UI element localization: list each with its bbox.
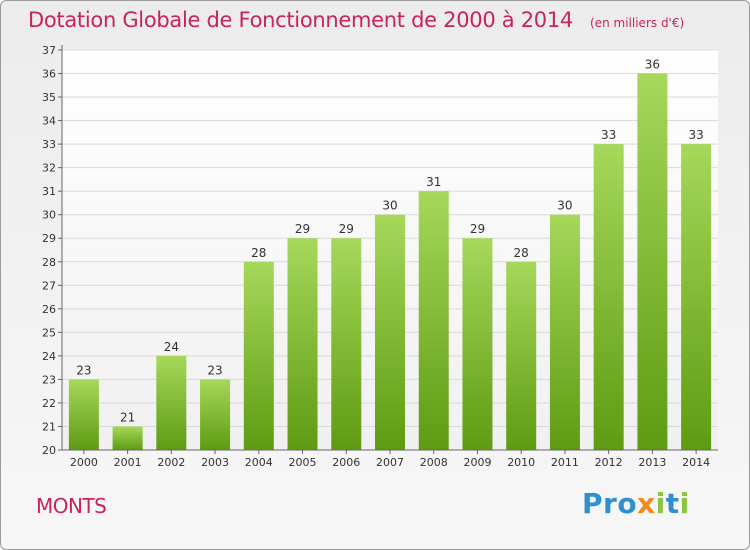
bar bbox=[200, 379, 231, 450]
y-tick-label: 22 bbox=[42, 397, 56, 410]
proxiti-logo: Proxiti bbox=[582, 487, 690, 520]
data-label: 21 bbox=[120, 410, 135, 424]
x-tick-label: 2000 bbox=[70, 456, 98, 469]
chart-subtitle: (en milliers d'€) bbox=[590, 16, 685, 30]
y-tick-label: 26 bbox=[42, 303, 56, 316]
y-tick-label: 24 bbox=[42, 350, 56, 363]
logo-letter: x bbox=[637, 487, 656, 520]
logo-letter: P bbox=[582, 487, 604, 520]
data-label: 23 bbox=[76, 363, 91, 377]
y-tick-label: 25 bbox=[42, 326, 56, 339]
bar bbox=[287, 238, 318, 450]
bar bbox=[637, 73, 668, 450]
x-tick-label: 2005 bbox=[289, 456, 317, 469]
x-tick-label: 2011 bbox=[551, 456, 579, 469]
y-tick-label: 27 bbox=[42, 279, 56, 292]
x-tick-label: 2009 bbox=[463, 456, 491, 469]
logo-letter: o bbox=[617, 487, 638, 520]
y-tick-label: 21 bbox=[42, 420, 56, 433]
x-tick-label: 2008 bbox=[420, 456, 448, 469]
bar bbox=[156, 355, 187, 450]
logo-letter: i bbox=[655, 487, 666, 520]
y-tick-label: 32 bbox=[42, 162, 56, 175]
x-tick-label: 2003 bbox=[201, 456, 229, 469]
y-tick-label: 20 bbox=[42, 444, 56, 457]
bar bbox=[462, 238, 493, 450]
x-tick-label: 2006 bbox=[332, 456, 360, 469]
data-label: 33 bbox=[601, 128, 616, 142]
bar bbox=[331, 238, 362, 450]
y-tick-label: 34 bbox=[42, 115, 56, 128]
logo-letter: r bbox=[603, 487, 618, 520]
bar bbox=[681, 144, 712, 450]
data-label: 31 bbox=[426, 175, 441, 189]
bar bbox=[418, 191, 449, 451]
data-label: 29 bbox=[470, 222, 485, 236]
chart-title-line: Dotation Globale de Fonctionnement de 20… bbox=[28, 8, 684, 32]
y-tick-label: 35 bbox=[42, 91, 56, 104]
data-label: 28 bbox=[251, 246, 266, 260]
x-tick-label: 2001 bbox=[114, 456, 142, 469]
data-label: 36 bbox=[645, 58, 660, 72]
x-tick-label: 2013 bbox=[638, 456, 666, 469]
y-tick-label: 28 bbox=[42, 256, 56, 269]
data-label: 29 bbox=[295, 222, 310, 236]
data-label: 30 bbox=[382, 199, 397, 213]
logo-letter: i bbox=[679, 487, 690, 520]
y-tick-label: 31 bbox=[42, 185, 56, 198]
x-tick-label: 2012 bbox=[595, 456, 623, 469]
data-label: 29 bbox=[339, 222, 354, 236]
y-tick-label: 23 bbox=[42, 373, 56, 386]
x-tick-label: 2002 bbox=[157, 456, 185, 469]
y-tick-label: 33 bbox=[42, 138, 56, 151]
y-tick-label: 37 bbox=[42, 44, 56, 57]
bar bbox=[243, 261, 274, 450]
y-tick-label: 30 bbox=[42, 209, 56, 222]
y-tick-label: 29 bbox=[42, 232, 56, 245]
x-tick-label: 2010 bbox=[507, 456, 535, 469]
y-tick-label: 36 bbox=[42, 68, 56, 81]
data-label: 30 bbox=[557, 199, 572, 213]
data-label: 23 bbox=[207, 363, 222, 377]
chart-title: Dotation Globale de Fonctionnement de 20… bbox=[28, 8, 573, 32]
data-label: 24 bbox=[164, 340, 179, 354]
bar bbox=[375, 214, 405, 450]
bar bbox=[506, 261, 537, 450]
x-tick-label: 2014 bbox=[682, 456, 710, 469]
x-tick-label: 2007 bbox=[376, 456, 404, 469]
x-tick-label: 2004 bbox=[245, 456, 273, 469]
commune-name: MONTS bbox=[36, 494, 107, 518]
data-label: 28 bbox=[514, 246, 529, 260]
bar bbox=[549, 214, 580, 450]
bar bbox=[68, 379, 99, 450]
data-label: 33 bbox=[688, 128, 703, 142]
bar bbox=[593, 144, 624, 450]
bar bbox=[112, 426, 143, 450]
logo-letter: t bbox=[665, 487, 680, 520]
